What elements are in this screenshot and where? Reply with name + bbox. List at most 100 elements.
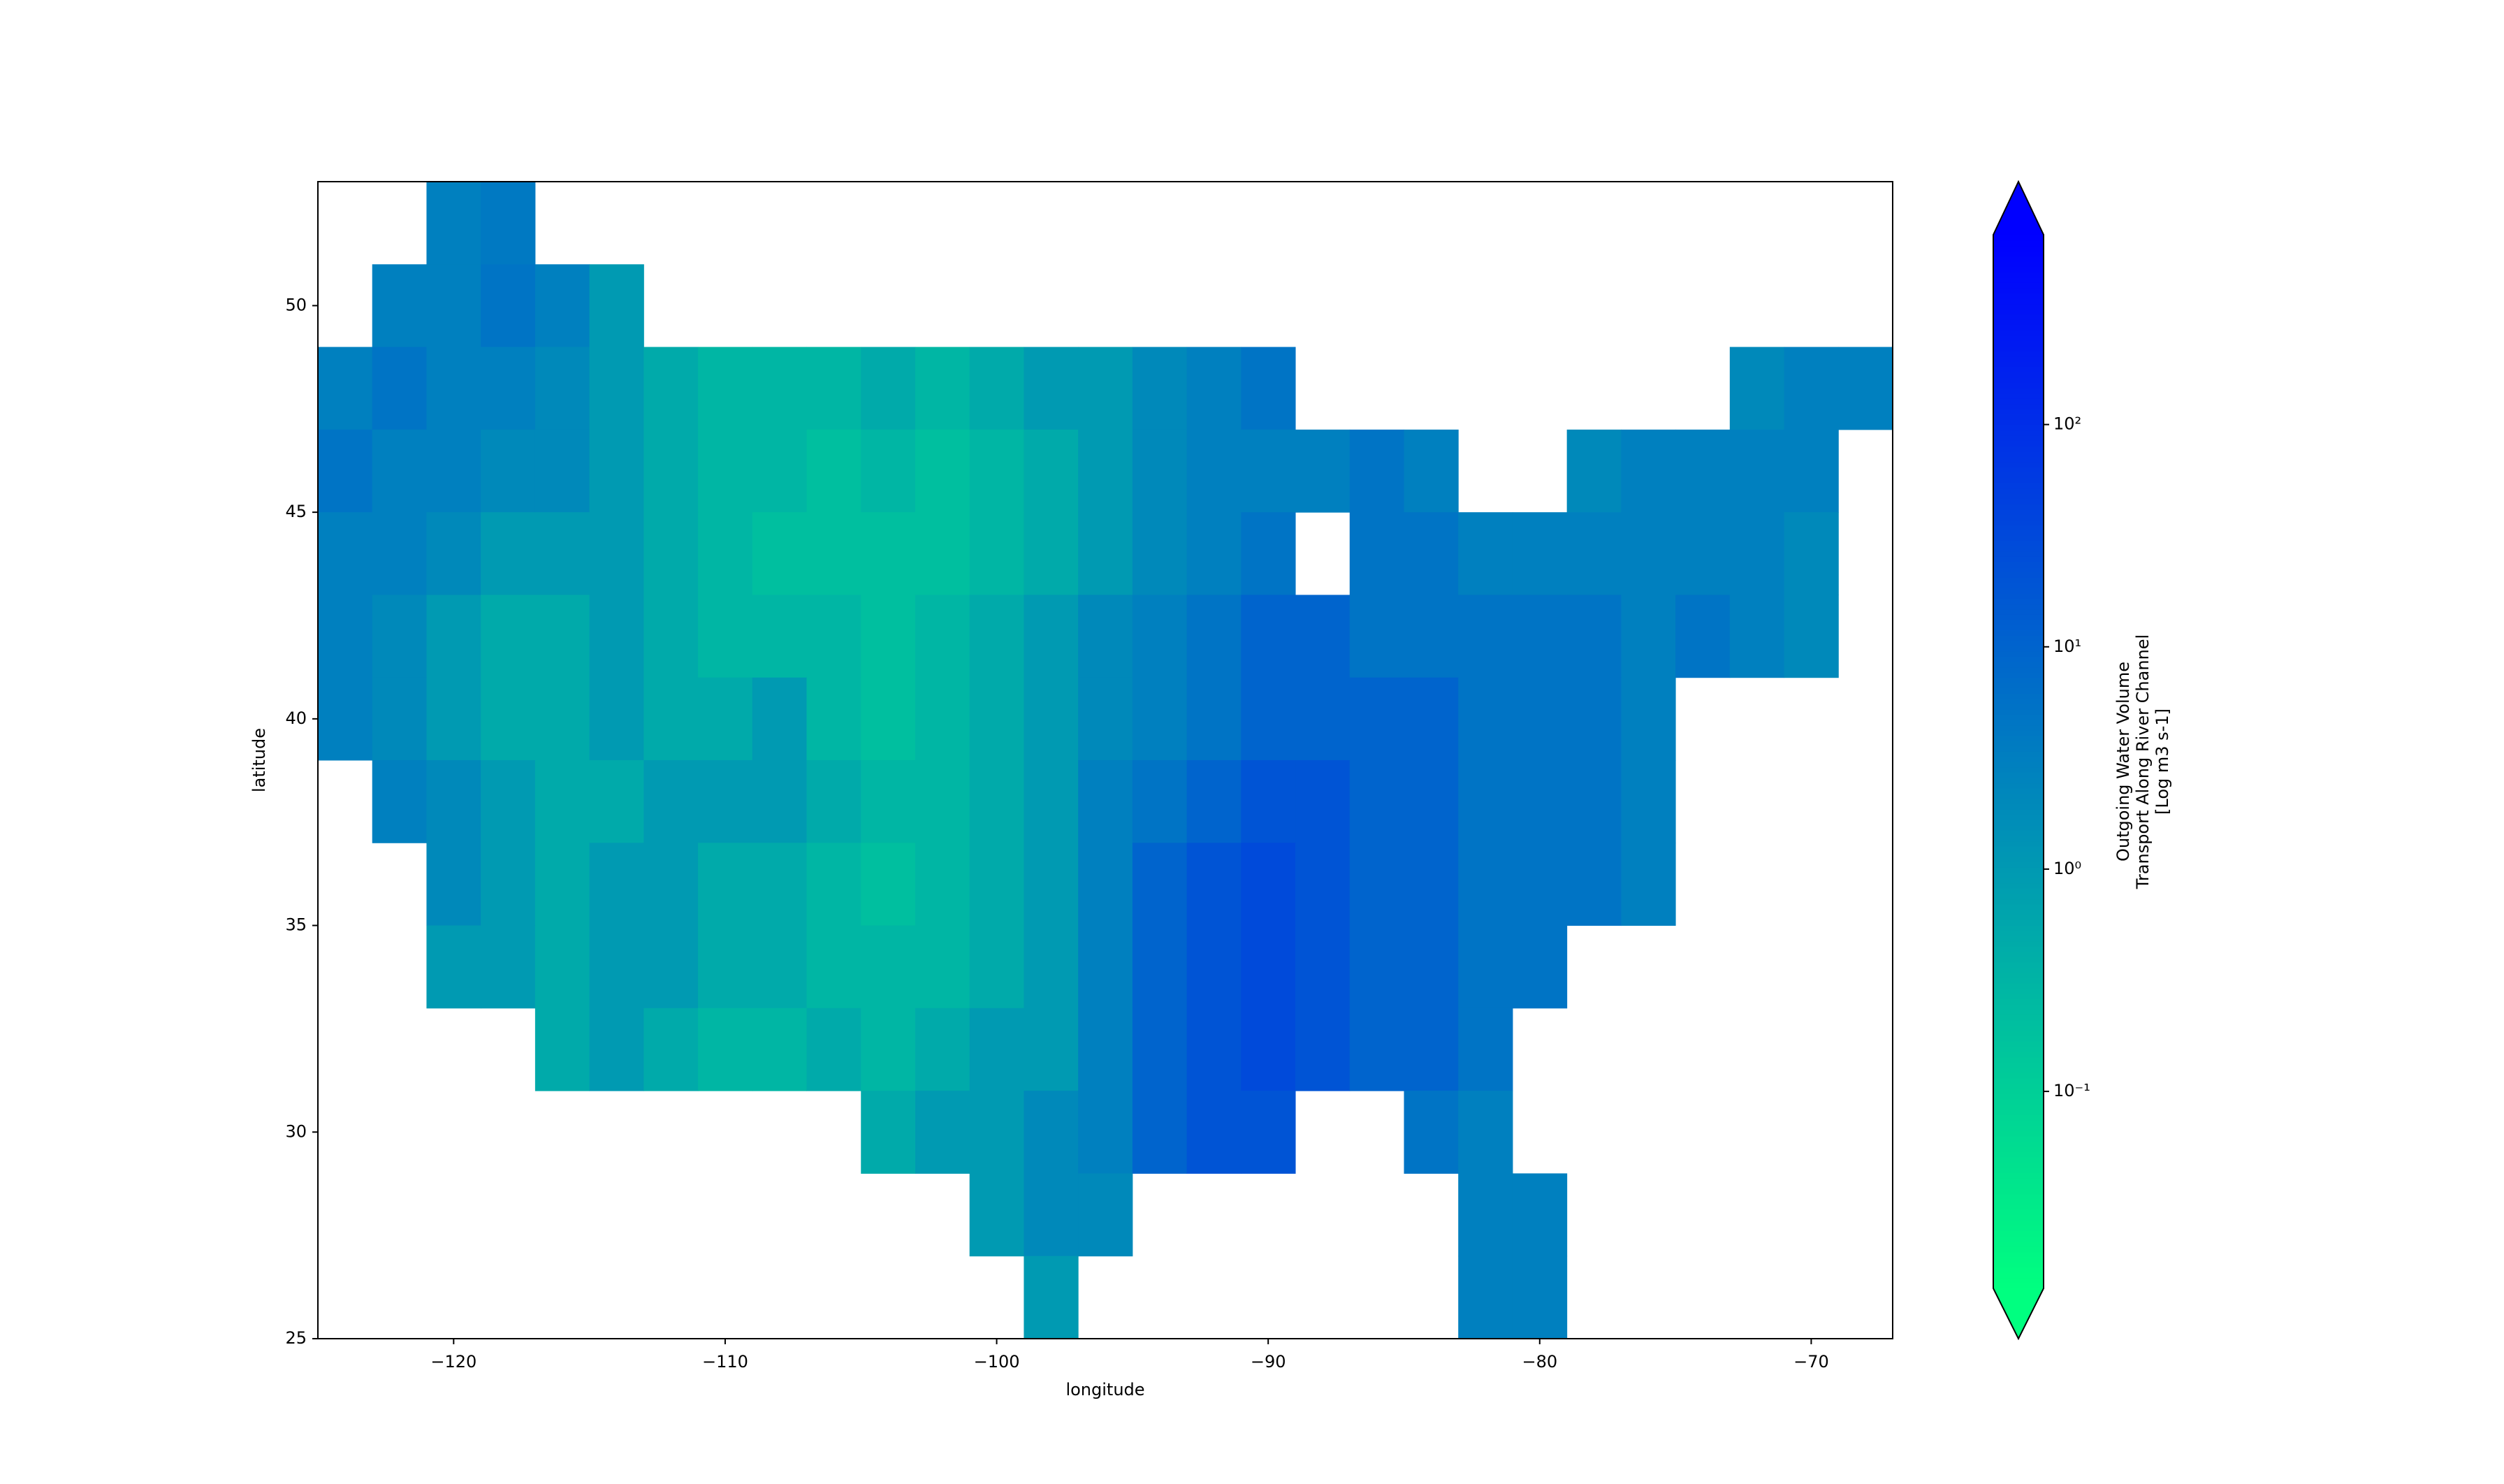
heat-cell	[318, 677, 373, 761]
heat-cell	[372, 595, 427, 678]
colorbar-strip	[1993, 1172, 2044, 1179]
colorbar-strip	[1993, 503, 2044, 510]
colorbar-strip	[1993, 609, 2044, 615]
colorbar-strip	[1993, 555, 2044, 562]
heat-cell	[1295, 595, 1351, 678]
colorbar-strip	[1993, 377, 2044, 384]
heat-cell	[1295, 677, 1351, 761]
heat-cell	[1295, 843, 1351, 926]
colorbar-strip	[1993, 956, 2044, 963]
heat-cell	[1078, 1007, 1133, 1091]
colorbar-strip	[1993, 762, 2044, 768]
heat-cell	[752, 595, 808, 678]
colorbar-strip	[1993, 993, 2044, 1000]
colorbar-strip	[1993, 493, 2044, 499]
heat-cell	[1186, 677, 1242, 761]
colorbar-strip	[1993, 824, 2044, 831]
heat-cell	[1458, 760, 1513, 843]
heat-cell	[1241, 1007, 1296, 1091]
heat-cell	[1241, 760, 1296, 843]
colorbar-strip	[1993, 340, 2044, 347]
heat-cell	[915, 925, 970, 1009]
colorbar-strip	[1993, 292, 2044, 299]
colorbar-strip	[1993, 1035, 2044, 1042]
colorbar-strip	[1993, 1046, 2044, 1052]
heat-cell	[589, 925, 644, 1009]
colorbar-strip	[1993, 856, 2044, 863]
heat-cell	[426, 347, 481, 430]
heat-cell	[861, 677, 916, 761]
heat-cell	[969, 677, 1024, 761]
heat-cell	[372, 264, 427, 348]
heat-cell	[1186, 843, 1242, 926]
heat-cell	[1458, 512, 1513, 595]
colorbar-strip	[1993, 498, 2044, 504]
colorbar-strip	[1993, 671, 2044, 678]
colorbar-strip	[1993, 524, 2044, 531]
colorbar-strip	[1993, 619, 2044, 625]
colorbar-strip	[1993, 1067, 2044, 1073]
colorbar-strip	[1993, 445, 2044, 452]
heat-cell	[426, 264, 481, 348]
heat-cell	[1512, 1173, 1568, 1257]
colorbar-strip	[1993, 698, 2044, 705]
colorbar-strip	[1993, 1219, 2044, 1226]
heat-cell	[806, 595, 861, 678]
colorbar-strip	[1993, 408, 2044, 415]
heat-cell	[1566, 677, 1622, 761]
heat-cell	[589, 760, 644, 843]
heat-cell	[861, 1007, 916, 1091]
colorbar-strip	[1993, 1019, 2044, 1026]
colorbar-strip	[1993, 530, 2044, 536]
colorbar-strip	[1993, 240, 2044, 247]
heat-cell	[1078, 595, 1133, 678]
colorbar-strip	[1993, 314, 2044, 320]
colorbar-strip	[1993, 877, 2044, 884]
heat-cell	[969, 1007, 1024, 1091]
heat-cell	[1349, 512, 1404, 595]
colorbar-strip	[1993, 572, 2044, 579]
heat-cell	[589, 677, 644, 761]
colorbar-strip	[1993, 1061, 2044, 1068]
colorbar-strip	[1993, 982, 2044, 989]
heat-cell	[1132, 347, 1188, 430]
heat-cell	[1404, 429, 1459, 513]
heat-cell	[1621, 512, 1676, 595]
heat-cell	[643, 595, 699, 678]
colorbar-strip	[1993, 551, 2044, 557]
heat-cell	[1349, 843, 1404, 926]
heat-cell	[806, 760, 861, 843]
heat-cell	[534, 429, 590, 513]
heat-cell	[1241, 347, 1296, 430]
colorbar-strip	[1993, 882, 2044, 889]
heat-cell	[1132, 843, 1188, 926]
heat-cell	[643, 1007, 699, 1091]
colorbar-strip	[1993, 667, 2044, 673]
heat-cell	[861, 760, 916, 843]
colorbar-strip	[1993, 1082, 2044, 1089]
heat-cell	[426, 760, 481, 843]
colorbar-strip	[1993, 603, 2044, 610]
heat-cell	[915, 429, 970, 513]
heat-cell	[752, 843, 808, 926]
heat-cell	[1078, 1173, 1133, 1257]
x-tick-label: −90	[1251, 1352, 1286, 1372]
colorbar-strip	[1993, 271, 2044, 278]
colorbar-strip	[1993, 1030, 2044, 1037]
heat-cell	[861, 925, 916, 1009]
heat-cell	[1729, 347, 1785, 430]
colorbar-strip	[1993, 656, 2044, 662]
colorbar-strip	[1993, 1051, 2044, 1058]
heat-cell	[481, 264, 536, 348]
colorbar-strip	[1993, 1056, 2044, 1063]
heat-cell	[1675, 595, 1731, 678]
colorbar-strip	[1993, 729, 2044, 736]
colorbar-strip	[1993, 725, 2044, 731]
heat-cell	[1729, 429, 1785, 513]
colorbar-strip	[1993, 640, 2044, 647]
heat-cell	[643, 843, 699, 926]
colorbar-strip	[1993, 930, 2044, 936]
x-tick-label: −70	[1793, 1352, 1829, 1372]
heat-cell	[1404, 1007, 1459, 1091]
heat-cell	[1024, 512, 1079, 595]
